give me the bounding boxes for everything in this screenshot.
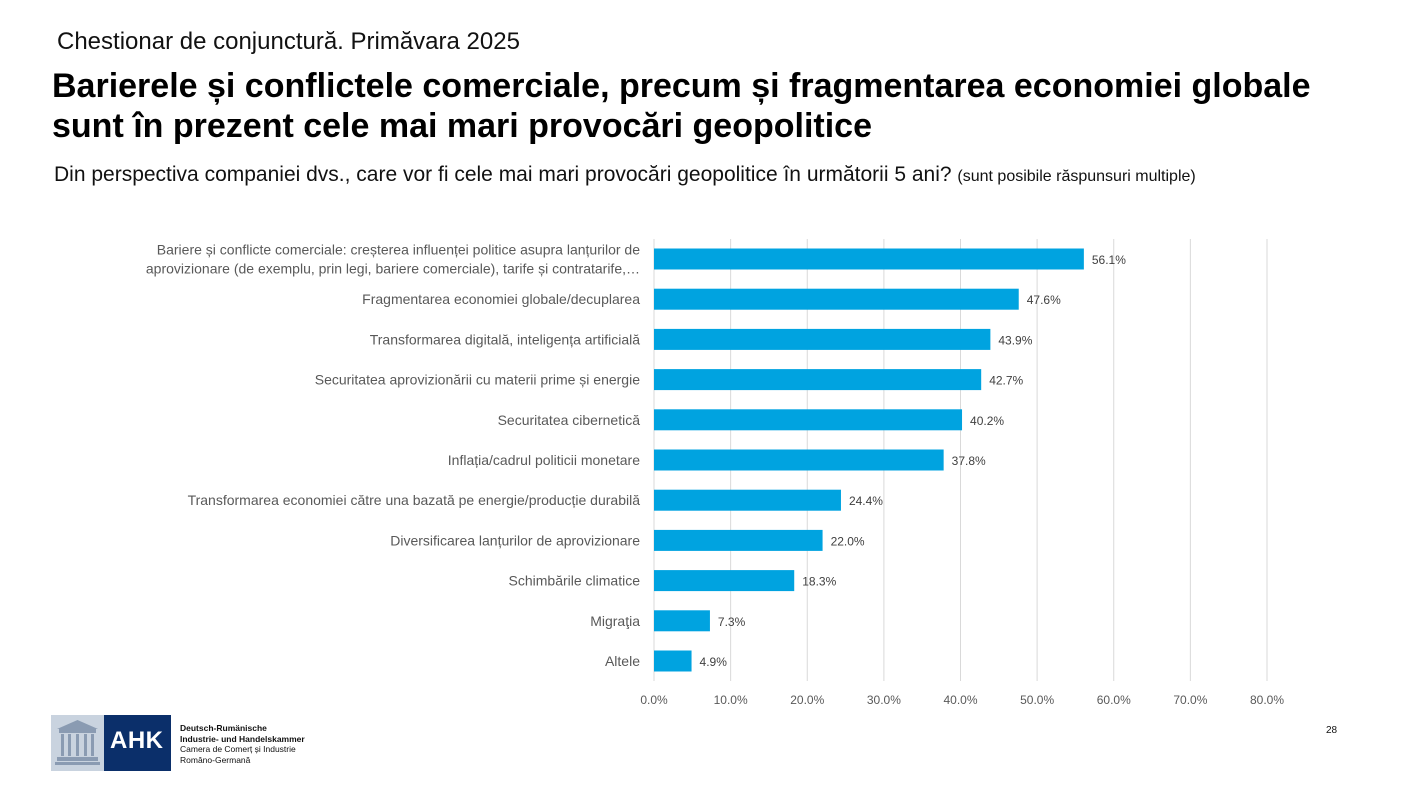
survey-name: Chestionar de conjunctură. Primăvara 202…: [57, 28, 520, 55]
category-label: Migraţia: [590, 613, 640, 629]
page-number: 28: [1326, 725, 1338, 736]
category-label: Diversificarea lanțurilor de aproviziona…: [390, 532, 640, 548]
org-line: Industrie- und Handelskammer: [180, 733, 305, 744]
question-text: Din perspectiva companiei dvs., care vor…: [54, 163, 952, 186]
data-label: 7.3%: [718, 615, 746, 629]
x-tick-label: 20.0%: [790, 693, 824, 707]
bar: [654, 449, 944, 471]
data-label: 18.3%: [802, 575, 836, 589]
ahk-logo-text: AHK: [110, 727, 164, 754]
survey-question: Din perspectiva companiei dvs., care vor…: [54, 163, 1196, 187]
x-tick-label: 50.0%: [1020, 693, 1054, 707]
category-label: Transformarea economiei către una bazată…: [188, 492, 641, 508]
bar: [654, 409, 963, 431]
category-label: Inflația/cadrul politicii monetare: [448, 452, 640, 468]
labels: 0.0% 10.0% 20.0% 30.0% 40.0% 50.0% 60.0% 70.0% 8…: [146, 242, 1284, 708]
ahk-logo: AHK: [51, 715, 171, 771]
category-label: Bariere și conflicte comerciale: creșter…: [157, 242, 640, 258]
slide-title: Barierele și conflictele comerciale, pre…: [52, 67, 1311, 145]
x-tick-label: 60.0%: [1097, 693, 1131, 707]
category-label: Schimbările climatice: [509, 573, 641, 589]
data-label: 4.9%: [700, 655, 728, 669]
ahk-logo-box: AHK: [104, 715, 171, 771]
data-label: 22.0%: [831, 534, 865, 548]
data-label: 24.4%: [849, 494, 883, 508]
bar: [654, 369, 982, 391]
category-label: aprovizionare (de exemplu, prin legi, ba…: [146, 261, 640, 277]
data-label: 43.9%: [998, 333, 1032, 347]
bar: [654, 570, 795, 592]
org-line: Camera de Comerț și Industrie: [180, 744, 296, 754]
data-label: 47.6%: [1027, 293, 1061, 307]
org-line: Deutsch-Rumänische: [180, 723, 267, 733]
building-emblem-icon: [51, 715, 104, 771]
x-tick-label: 70.0%: [1173, 693, 1207, 707]
organization-name: Deutsch-Rumänische Industrie- und Handel…: [180, 723, 305, 765]
bar: [654, 650, 692, 672]
data-label: 56.1%: [1092, 253, 1126, 267]
category-label: Fragmentarea economiei globale/decuplare…: [362, 291, 640, 307]
bar: [654, 328, 991, 350]
x-tick-label: 0.0%: [640, 693, 668, 707]
x-tick-label: 10.0%: [714, 693, 748, 707]
category-label: Altele: [605, 653, 640, 669]
category-label: Securitatea aprovizionării cu materii pr…: [315, 372, 640, 388]
data-label: 37.8%: [952, 454, 986, 468]
bar: [654, 248, 1084, 270]
x-tick-label: 80.0%: [1250, 693, 1284, 707]
bars: [654, 248, 1084, 672]
question-note: (sunt posibile răspunsuri multiple): [957, 168, 1196, 185]
bar: [654, 288, 1019, 310]
data-label: 42.7%: [989, 374, 1023, 388]
org-line: Româno-Germană: [180, 754, 251, 765]
x-tick-label: 40.0%: [943, 693, 977, 707]
bar: [654, 610, 710, 632]
category-label: Securitatea cibernetică: [498, 412, 641, 428]
bar: [654, 489, 841, 511]
data-label: 40.2%: [970, 414, 1004, 428]
x-tick-label: 30.0%: [867, 693, 901, 707]
category-label: Transformarea digitală, inteligența arti…: [370, 331, 640, 347]
bar: [654, 529, 823, 551]
